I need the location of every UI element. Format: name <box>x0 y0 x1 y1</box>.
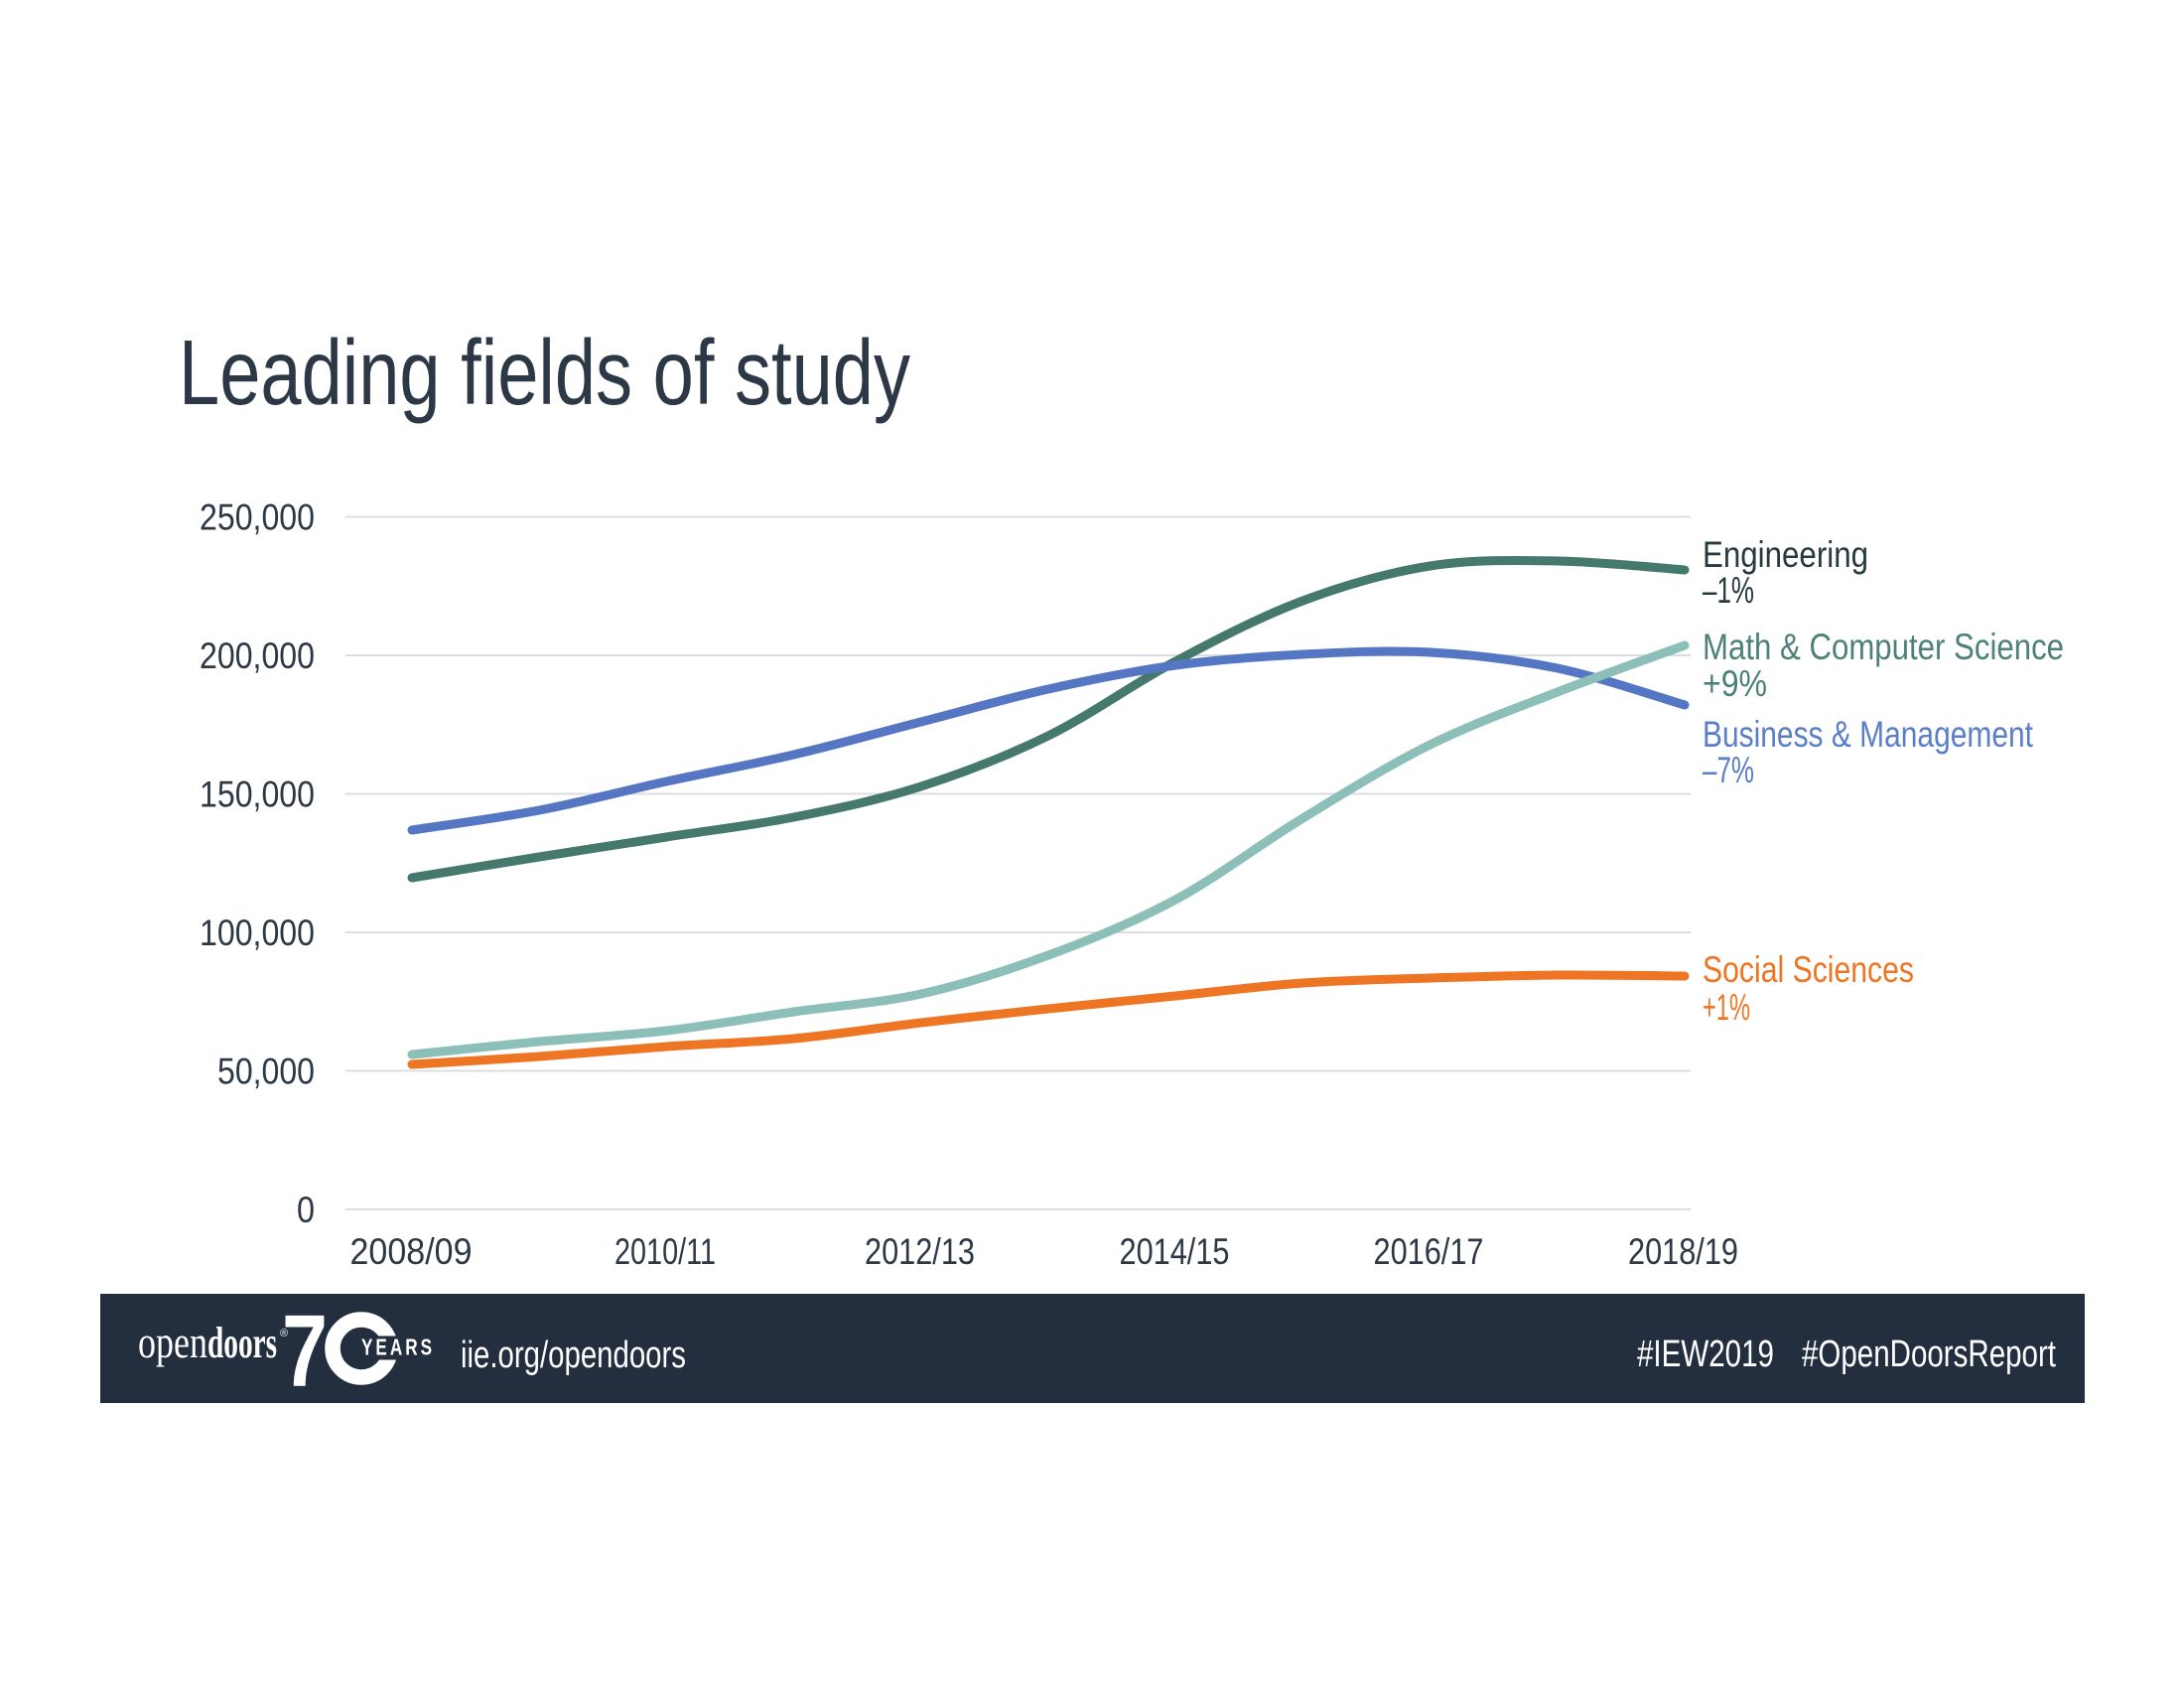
svg-text:50,000: 50,000 <box>217 1052 315 1092</box>
svg-text:Leading fields of study: Leading fields of study <box>179 321 910 424</box>
svg-text:Math & Computer Science: Math & Computer Science <box>1703 627 2064 667</box>
svg-text:2010/11: 2010/11 <box>614 1231 716 1272</box>
svg-text:Business & Management: Business & Management <box>1703 714 2034 755</box>
svg-text:Social Sciences: Social Sciences <box>1703 949 1914 990</box>
svg-text:200,000: 200,000 <box>200 635 315 676</box>
svg-text:–1%: –1% <box>1703 570 1754 611</box>
svg-text:7: 7 <box>282 1294 328 1408</box>
svg-text:#OpenDoorsReport: #OpenDoorsReport <box>1802 1334 2056 1375</box>
svg-text:YEARS: YEARS <box>361 1335 435 1360</box>
svg-text:#IEW2019: #IEW2019 <box>1637 1334 1774 1375</box>
svg-text:+9%: +9% <box>1703 663 1767 704</box>
svg-text:250,000: 250,000 <box>200 497 315 538</box>
svg-text:open: open <box>138 1317 207 1367</box>
svg-text:150,000: 150,000 <box>200 774 315 815</box>
svg-text:2008/09: 2008/09 <box>350 1231 473 1272</box>
svg-text:iie.org/opendoors: iie.org/opendoors <box>461 1335 686 1376</box>
svg-text:2014/15: 2014/15 <box>1120 1231 1230 1272</box>
svg-text:0: 0 <box>297 1190 315 1230</box>
svg-text:2016/17: 2016/17 <box>1374 1231 1484 1272</box>
svg-text:doors: doors <box>207 1319 277 1367</box>
svg-text:®: ® <box>280 1328 288 1339</box>
svg-text:2012/13: 2012/13 <box>865 1231 975 1272</box>
svg-text:–7%: –7% <box>1703 750 1754 790</box>
svg-text:2018/19: 2018/19 <box>1628 1231 1738 1272</box>
svg-text:Engineering: Engineering <box>1703 534 1868 575</box>
svg-text:+1%: +1% <box>1703 987 1750 1028</box>
svg-text:100,000: 100,000 <box>200 913 315 953</box>
